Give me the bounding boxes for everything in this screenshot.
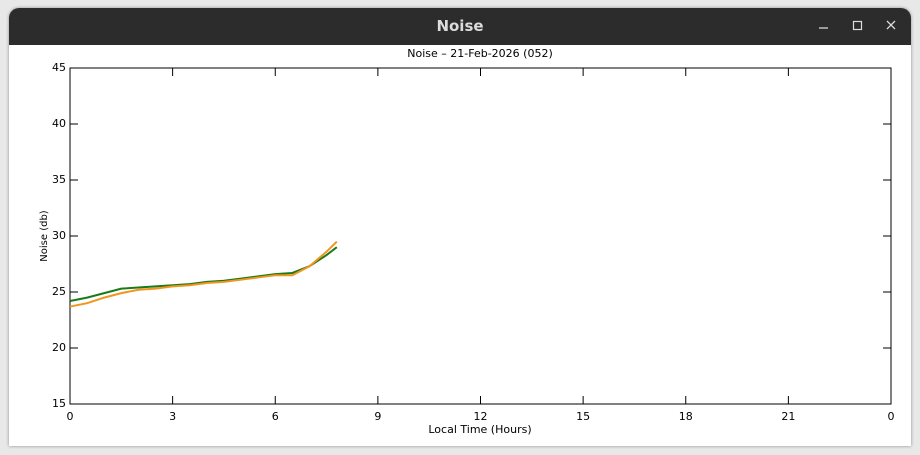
maximize-button[interactable]: [852, 20, 863, 31]
window-controls: [819, 20, 896, 31]
x-tick-label: 0: [67, 410, 74, 423]
x-axis-label: Local Time (Hours): [428, 423, 531, 436]
x-tick-label: 15: [576, 410, 590, 423]
data-line: [69, 240, 338, 308]
y-tick-label: 35: [52, 173, 66, 186]
chart-title: Noise – 21-Feb-2026 (052): [407, 47, 553, 60]
data-line: [69, 246, 338, 302]
plot-frame: [69, 67, 892, 405]
x-tick-label: 18: [679, 410, 693, 423]
y-tick-label: 25: [52, 285, 66, 298]
x-tick-label: 21: [781, 410, 795, 423]
x-tick-label: 6: [272, 410, 279, 423]
y-tick-label: 20: [52, 341, 66, 354]
y-axis-label: Noise (db): [39, 210, 50, 262]
y-tick-label: 45: [52, 61, 66, 74]
window: Noise: [9, 8, 911, 446]
x-tick-label: 12: [474, 410, 488, 423]
y-tick-label: 40: [52, 117, 66, 130]
x-tick-label: 0: [888, 410, 895, 423]
x-tick-label: 9: [374, 410, 381, 423]
window-title: Noise: [436, 17, 484, 35]
title-bar: Noise: [9, 8, 911, 45]
x-tick-label: 3: [169, 410, 176, 423]
y-tick-label: 30: [52, 229, 66, 242]
close-button[interactable]: [886, 20, 896, 30]
y-tick-label: 15: [52, 397, 66, 410]
